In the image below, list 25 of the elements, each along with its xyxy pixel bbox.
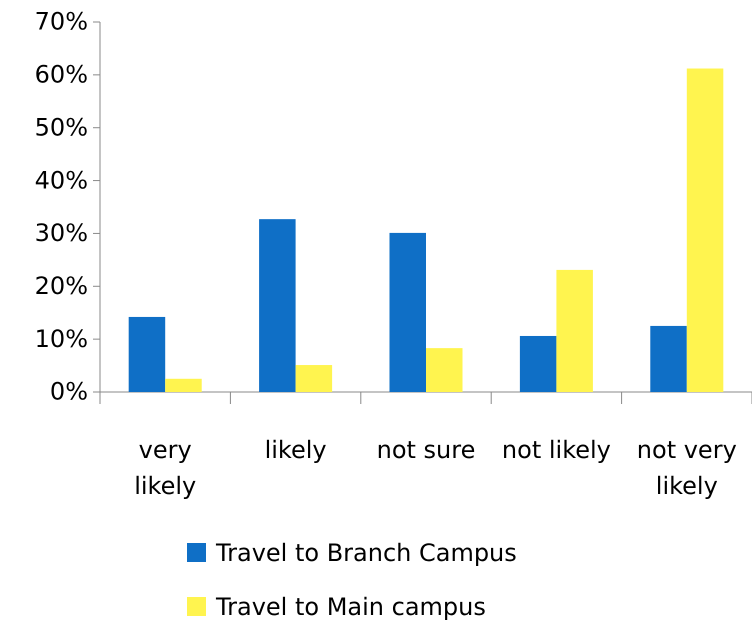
x-tick-label: very likely	[134, 436, 196, 500]
bar	[259, 219, 296, 392]
bar	[520, 336, 556, 392]
y-tick-label: 20%	[34, 272, 88, 300]
bar	[426, 348, 463, 392]
x-tick-label: not very likely	[636, 436, 737, 500]
x-tick-label: not likely	[502, 436, 611, 464]
legend-label: Travel to Branch Campus	[215, 539, 517, 567]
bar	[296, 365, 332, 392]
bar	[389, 232, 426, 392]
x-tick-label: likely	[264, 436, 327, 464]
y-tick-label: 40%	[34, 166, 88, 194]
bar	[686, 68, 724, 392]
y-tick-label: 10%	[34, 324, 88, 353]
y-tick-label: 0%	[50, 378, 88, 406]
y-tick-label: 70%	[34, 8, 88, 36]
bar	[128, 316, 166, 392]
y-tick-label: 30%	[34, 219, 88, 248]
bar	[556, 270, 593, 392]
bar	[650, 326, 687, 392]
bar	[165, 378, 202, 392]
y-tick-label: 60%	[34, 60, 88, 89]
y-tick-label: 50%	[34, 113, 88, 142]
legend-label: Travel to Main campus	[215, 593, 486, 621]
x-tick-label: not sure	[376, 436, 476, 464]
